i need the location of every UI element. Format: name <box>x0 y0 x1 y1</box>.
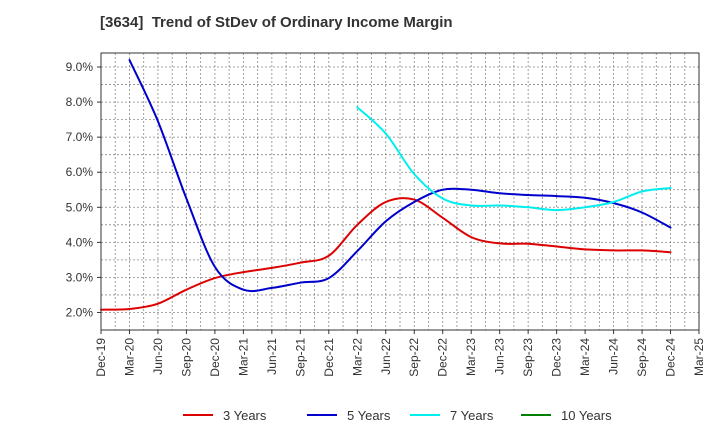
plot-frame <box>100 52 700 331</box>
y-tick-label: 3.0% <box>66 270 94 284</box>
legend-label: 7 Years <box>450 408 494 423</box>
x-tick-label: Sep-24 <box>635 338 649 377</box>
legend-label: 5 Years <box>347 408 391 423</box>
y-tick-label: 2.0% <box>66 305 94 319</box>
x-tick-label: Dec-21 <box>322 338 336 377</box>
series-layer <box>100 59 672 311</box>
x-tick-label: Dec-19 <box>94 338 108 377</box>
y-tick-label: 9.0% <box>66 60 94 74</box>
legend-label: 10 Years <box>561 408 612 423</box>
x-tick-label: Sep-22 <box>407 338 421 377</box>
x-tick-label: Jun-20 <box>151 338 165 375</box>
axes: 2.0% 3.0% 4.0% 5.0% 6.0% 7.0% 8.0% 9.0% Dec-19 Ma… <box>66 52 706 377</box>
y-tick-label: 8.0% <box>66 95 94 109</box>
x-tick-label: Mar-21 <box>236 338 250 376</box>
series-line-3-years <box>100 197 672 311</box>
x-tick-label: Dec-23 <box>550 338 564 377</box>
x-tick-label: Sep-21 <box>293 338 307 377</box>
legend-label: 3 Years <box>223 408 267 423</box>
chart-title: [3634] Trend of StDev of Ordinary Income… <box>100 14 453 31</box>
x-tick-label: Mar-22 <box>350 338 364 376</box>
y-tick-label: 7.0% <box>66 130 94 144</box>
x-tick-label: Sep-23 <box>521 338 535 377</box>
x-tick-label: Mar-20 <box>122 338 136 376</box>
x-tick-label: Mar-23 <box>464 338 478 376</box>
y-tick-label: 5.0% <box>66 200 94 214</box>
x-tick-label: Dec-24 <box>664 338 678 377</box>
x-tick-label: Jun-23 <box>493 338 507 375</box>
y-tick-label: 6.0% <box>66 165 94 179</box>
x-tick-label: Dec-22 <box>436 338 450 377</box>
x-tick-label: Jun-21 <box>265 338 279 375</box>
legend: 3 Years 5 Years 7 Years 10 Years <box>183 408 612 423</box>
y-tick-label: 4.0% <box>66 235 94 249</box>
series-line-7-years <box>356 106 672 212</box>
x-tick-label: Sep-20 <box>179 338 193 377</box>
series-line-5-years <box>128 59 672 293</box>
x-tick-label: Jun-22 <box>379 338 393 375</box>
x-tick-label: Mar-25 <box>692 338 706 376</box>
x-tick-label: Mar-24 <box>578 338 592 376</box>
x-tick-label: Dec-20 <box>208 338 222 377</box>
x-tick-label: Jun-24 <box>607 338 621 375</box>
